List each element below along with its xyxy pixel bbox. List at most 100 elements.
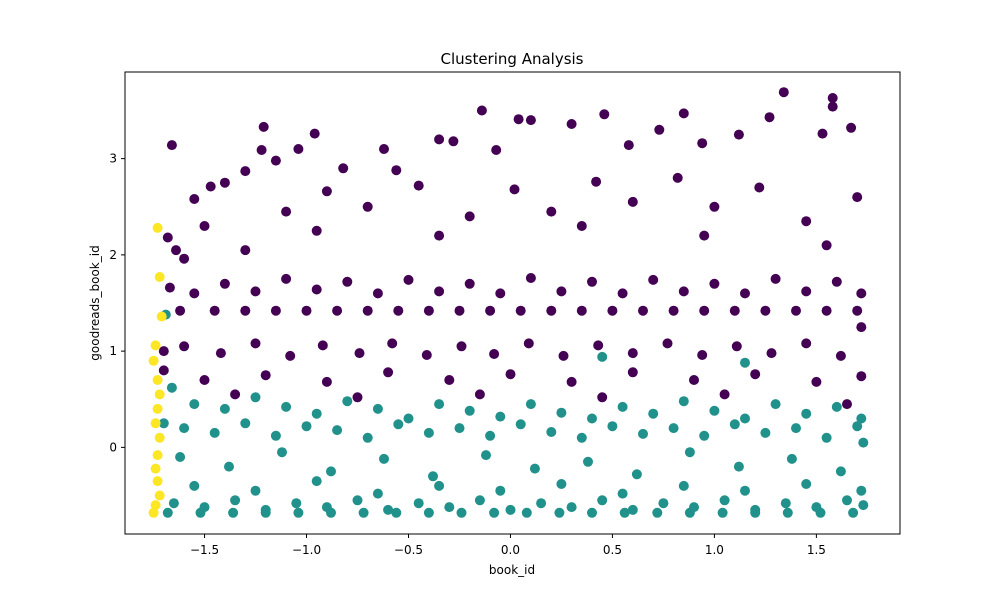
data-point — [831, 401, 842, 412]
data-point — [782, 507, 793, 518]
data-point — [281, 401, 292, 412]
data-point — [219, 403, 230, 414]
data-point — [856, 485, 867, 496]
data-point — [372, 488, 383, 499]
data-point — [317, 340, 328, 351]
y-tick-label: 3 — [109, 152, 117, 166]
data-point — [454, 423, 465, 434]
x-tick-label: −0.5 — [394, 543, 423, 557]
data-point — [162, 507, 173, 518]
data-point — [158, 418, 169, 429]
data-point — [583, 456, 593, 467]
y-axis: 0 1 2 3 — [109, 152, 125, 454]
data-point — [525, 115, 536, 126]
data-point — [678, 108, 689, 119]
data-point — [546, 427, 557, 437]
data-point — [513, 114, 524, 125]
data-point — [179, 341, 190, 352]
data-point — [166, 382, 177, 393]
data-point — [709, 201, 720, 212]
data-point — [576, 432, 587, 443]
data-point — [856, 371, 867, 382]
data-point — [536, 498, 547, 509]
data-point — [846, 122, 857, 133]
data-point — [627, 348, 638, 359]
data-point — [456, 507, 467, 518]
data-point — [421, 350, 432, 360]
data-point — [750, 507, 761, 518]
data-point — [623, 140, 634, 151]
data-point — [515, 305, 526, 316]
data-point — [558, 350, 569, 361]
data-point — [228, 507, 239, 518]
data-point — [587, 507, 597, 518]
data-point — [627, 196, 638, 207]
data-point — [423, 427, 434, 438]
data-point — [733, 129, 744, 140]
data-point — [689, 375, 699, 385]
data-point — [566, 502, 577, 513]
data-point — [387, 338, 398, 349]
data-point — [856, 322, 867, 333]
data-point — [858, 437, 869, 448]
y-tick-label: 1 — [109, 344, 117, 358]
data-point — [154, 490, 165, 501]
data-point — [209, 305, 220, 316]
data-point — [179, 423, 190, 434]
data-point — [627, 367, 638, 378]
data-point — [489, 349, 500, 359]
data-point — [391, 165, 402, 176]
data-point — [662, 338, 673, 349]
data-point — [760, 427, 771, 438]
data-point — [309, 128, 320, 139]
data-point — [597, 392, 608, 403]
data-point — [179, 253, 190, 264]
data-point — [270, 305, 281, 316]
data-point — [464, 211, 475, 222]
data-point — [729, 305, 740, 316]
data-point — [848, 507, 859, 518]
data-point — [189, 194, 200, 204]
data-point — [281, 273, 292, 284]
data-point — [281, 206, 292, 217]
data-point — [801, 408, 812, 419]
data-point — [654, 124, 665, 135]
data-point — [766, 348, 777, 359]
data-point — [617, 488, 628, 499]
data-point — [164, 282, 175, 293]
data-point — [631, 469, 642, 480]
data-point — [858, 500, 869, 511]
data-point — [801, 338, 812, 349]
data-point — [250, 286, 261, 297]
data-point — [652, 507, 663, 518]
data-point — [219, 177, 230, 188]
data-point — [827, 93, 838, 103]
data-point — [175, 305, 186, 316]
data-point — [740, 357, 750, 368]
data-point — [485, 305, 496, 316]
data-point — [521, 507, 532, 518]
data-point — [699, 230, 710, 241]
data-point — [627, 504, 638, 515]
data-point — [546, 305, 557, 316]
data-point — [260, 507, 271, 518]
data-point — [230, 389, 241, 400]
data-point — [852, 192, 863, 203]
data-point — [709, 278, 720, 289]
data-point — [277, 447, 287, 458]
data-point — [354, 348, 365, 359]
data-point — [786, 453, 797, 464]
data-point — [434, 230, 445, 241]
data-point — [599, 109, 610, 120]
data-point — [556, 407, 567, 418]
data-point — [474, 495, 485, 506]
data-point — [587, 276, 597, 287]
data-point — [474, 389, 485, 400]
data-point — [678, 480, 689, 491]
data-point — [148, 355, 159, 366]
data-point — [152, 403, 163, 414]
data-point — [597, 351, 608, 362]
data-point — [791, 423, 801, 434]
data-point — [379, 144, 389, 154]
